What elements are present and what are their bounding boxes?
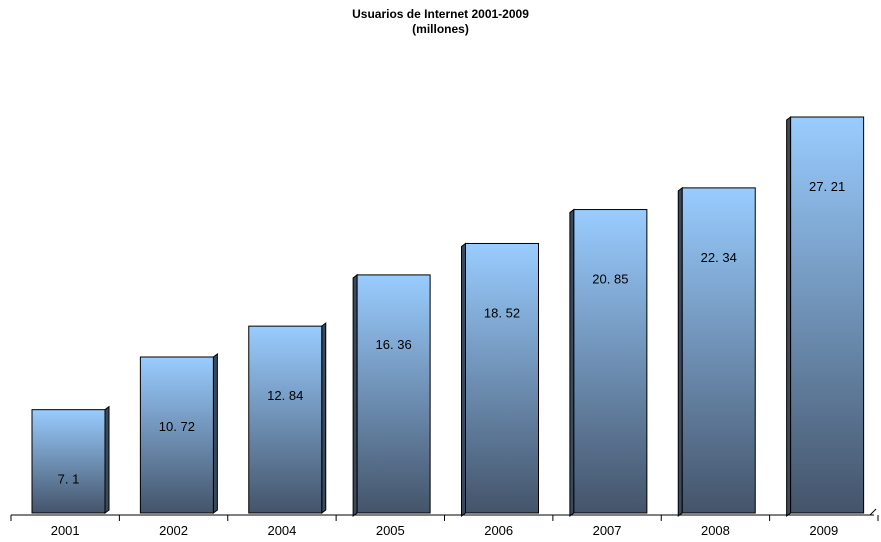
bar-2002 <box>139 356 214 514</box>
bar-side-2002 <box>212 352 218 514</box>
bar-2001 <box>31 409 106 514</box>
x-tick-label-2009: 2009 <box>809 523 838 538</box>
data-label-2009: 27. 21 <box>809 179 845 194</box>
bar-side-2005 <box>352 273 358 517</box>
x-tick-label-2001: 2001 <box>51 523 80 538</box>
data-label-2008: 22. 34 <box>701 250 737 265</box>
x-tick-label-2005: 2005 <box>376 523 405 538</box>
x-tick-label-2007: 2007 <box>593 523 622 538</box>
x-tick-label-2008: 2008 <box>701 523 730 538</box>
x-tick-label-2002: 2002 <box>159 523 188 538</box>
bar-side-2006 <box>461 242 466 517</box>
x-tick-label-2006: 2006 <box>484 523 513 538</box>
data-label-2006: 18. 52 <box>484 305 520 320</box>
bar-2008 <box>681 187 756 514</box>
bar-side-2001 <box>104 405 110 514</box>
bar-side-2004 <box>321 322 327 514</box>
bar-side-2007 <box>569 208 575 517</box>
data-label-2004: 12. 84 <box>267 388 303 403</box>
data-label-2007: 20. 85 <box>592 272 628 287</box>
bar-2009 <box>790 116 865 514</box>
bar-2007 <box>573 209 648 514</box>
chart-subtitle: (millones) <box>412 22 469 36</box>
bar-2006 <box>465 242 539 514</box>
bar-2004 <box>248 325 323 514</box>
x-tick-label-2004: 2004 <box>267 523 296 538</box>
bar-2005 <box>356 274 431 514</box>
bar-side-2009 <box>786 116 792 517</box>
data-label-2001: 7. 1 <box>58 472 80 487</box>
chart-title: Usuarios de Internet 2001-2009 <box>352 7 529 21</box>
bar-side-2008 <box>677 186 683 517</box>
data-label-2002: 10. 72 <box>159 419 195 434</box>
data-label-2005: 16. 36 <box>376 337 412 352</box>
chart-title-block: Usuarios de Internet 2001-2009 (millones… <box>0 7 881 37</box>
x-axis-end <box>869 508 877 516</box>
